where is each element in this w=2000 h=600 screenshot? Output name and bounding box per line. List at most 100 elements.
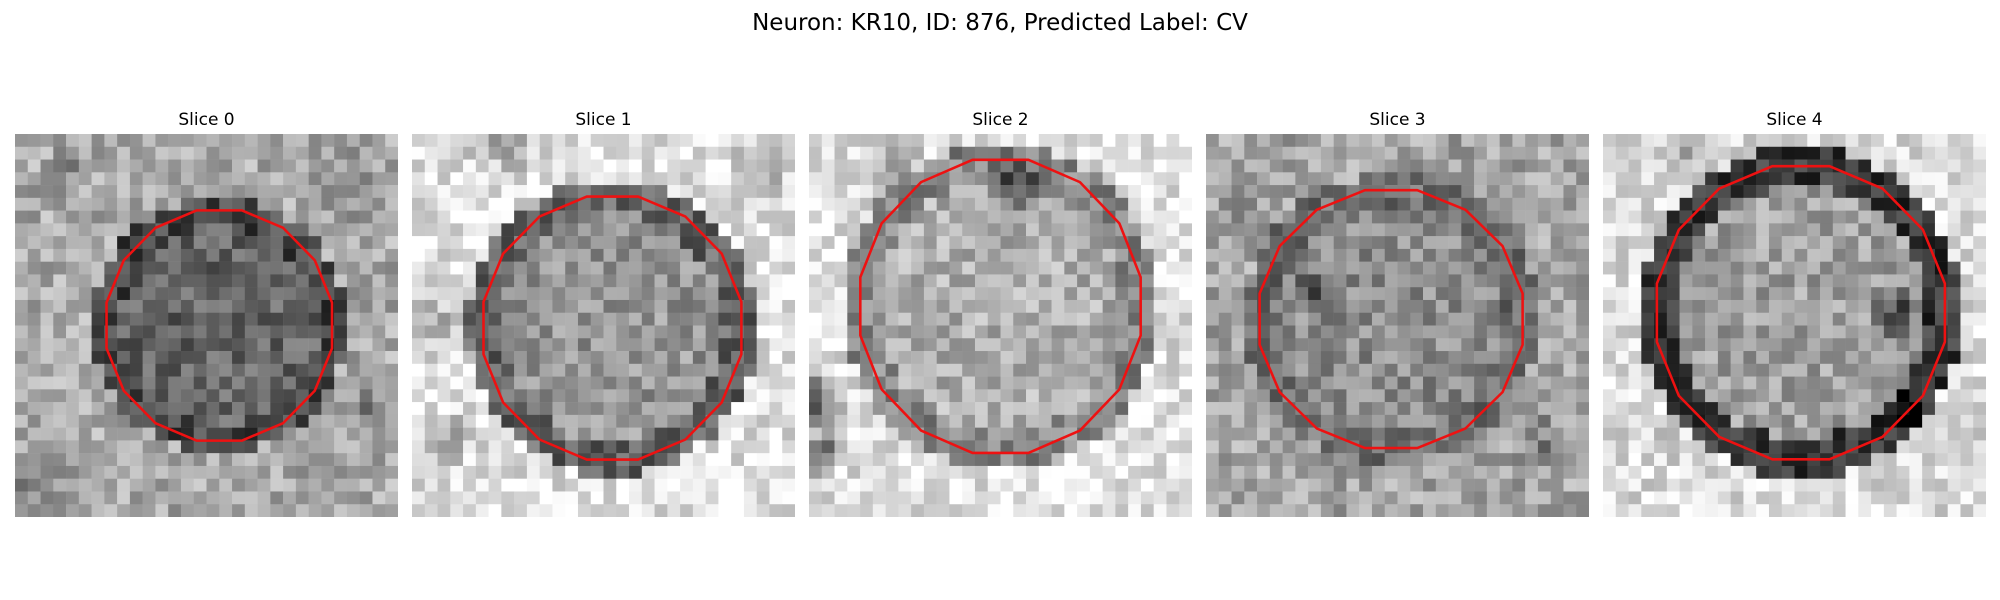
pixel [692,261,706,275]
pixel [1781,248,1795,262]
pixel [1603,299,1617,313]
pixel [1333,159,1347,173]
pixel [577,465,591,479]
pixel [1934,504,1948,517]
pixel [1282,491,1296,505]
pixel [385,491,398,505]
pixel [1461,287,1475,301]
pixel [15,338,29,352]
pixel [424,402,438,416]
pixel [1781,325,1795,339]
pixel [1410,465,1424,479]
pixel [1922,185,1936,199]
pixel [1537,146,1551,160]
pixel [1717,465,1731,479]
pixel [1257,389,1271,403]
pixel [1448,363,1462,377]
pixel [987,453,1001,467]
pixel [359,491,373,505]
pixel [1218,491,1232,505]
pixel [1947,491,1961,505]
pixel [193,146,207,160]
pixel [1140,159,1154,173]
pixel [412,440,426,454]
pixel [1768,402,1782,416]
pixel [1295,185,1309,199]
pixel [450,465,464,479]
pixel [180,197,194,211]
pixel [321,376,335,390]
pixel [27,478,41,492]
pixel [1115,325,1129,339]
pixel [911,427,925,441]
pixel [1909,363,1923,377]
pixel [1628,402,1642,416]
pixel [321,159,335,173]
pixel [667,351,681,365]
pixel [1525,197,1539,211]
pixel [488,440,502,454]
pixel [1730,197,1744,211]
pixel [1486,363,1500,377]
pixel [936,376,950,390]
pixel [974,172,988,186]
pixel [129,491,143,505]
pixel [1525,465,1539,479]
pixel [1320,248,1334,262]
pixel [346,440,360,454]
pixel [1730,261,1744,275]
pixel [257,159,271,173]
pixel [244,465,258,479]
pixel [270,440,284,454]
pixel [898,363,912,377]
pixel [359,427,373,441]
pixel [321,236,335,250]
pixel [590,185,604,199]
pixel [206,389,220,403]
pixel [437,210,451,224]
pixel [1128,185,1142,199]
pixel [1820,210,1834,224]
pixel [501,197,515,211]
pixel [1922,351,1936,365]
pixel [1512,197,1526,211]
pixel [91,351,105,365]
pixel [1089,312,1103,326]
pixel [1000,299,1014,313]
pixel [769,261,783,275]
pixel [1909,312,1923,326]
pixel [616,389,630,403]
pixel [782,440,795,454]
pixel [1206,134,1220,148]
pixel [1756,299,1770,313]
pixel [1486,414,1500,428]
pixel [1295,338,1309,352]
pixel [1628,185,1642,199]
pixel [1486,478,1500,492]
pixel [1717,376,1731,390]
pixel [1512,465,1526,479]
pixel [1179,146,1192,160]
pixel [667,159,681,173]
pixel [1346,402,1360,416]
pixel [1909,465,1923,479]
pixel [104,248,118,262]
pixel [193,389,207,403]
pixel [15,402,29,416]
pixel [1153,287,1167,301]
pixel [1871,478,1885,492]
pixel [539,414,553,428]
pixel [1115,491,1129,505]
pixel [270,236,284,250]
pixel [974,274,988,288]
pixel [346,287,360,301]
pixel [475,363,489,377]
pixel [1705,261,1719,275]
pixel [872,453,886,467]
pixel [78,427,92,441]
pixel [1641,236,1655,250]
pixel [78,402,92,416]
pixel [501,389,515,403]
pixel [847,261,861,275]
pixel [1692,274,1706,288]
